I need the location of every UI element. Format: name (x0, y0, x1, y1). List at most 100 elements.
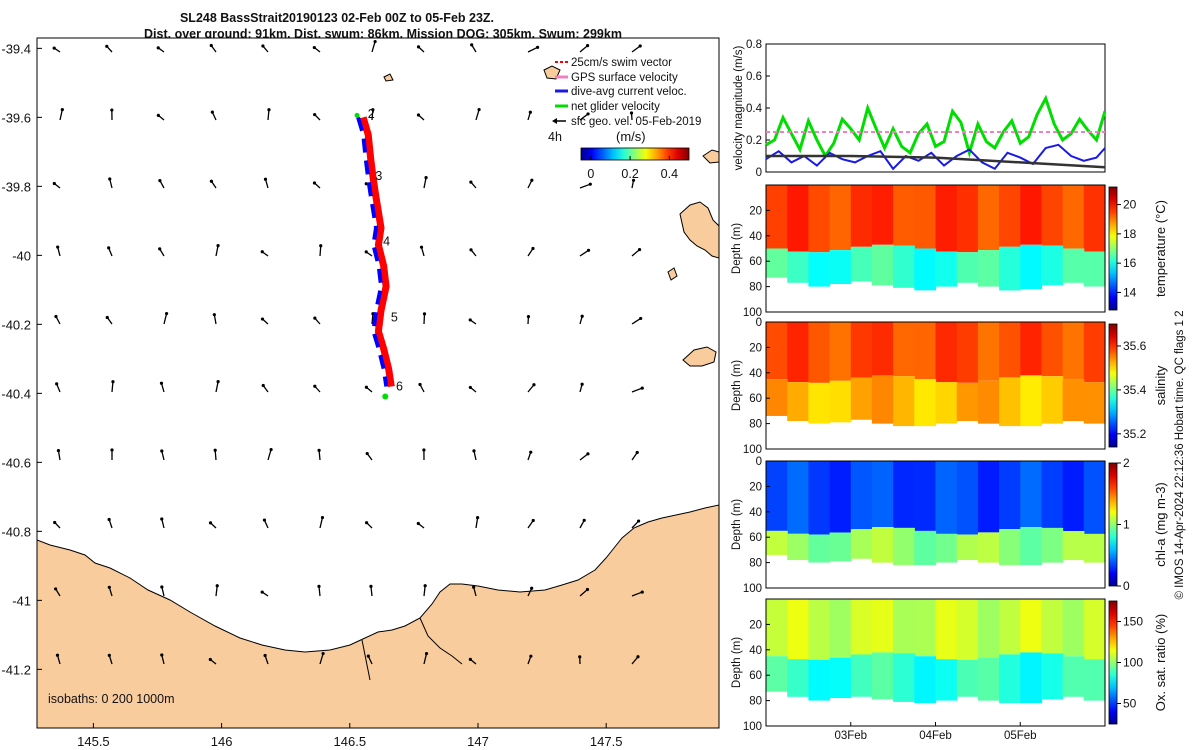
geo-vector-arrowhead (472, 449, 476, 453)
chl-a-cell (935, 461, 958, 534)
oxygen-cell (829, 599, 852, 658)
flinders-island (679, 201, 719, 259)
oxygen-cell (1083, 599, 1106, 660)
salinity-cell (1020, 322, 1043, 376)
oxygen-cell (935, 659, 958, 701)
track-day-label: 5 (391, 310, 398, 324)
map-xtick-label: 145.5 (77, 734, 110, 749)
salinity-cell (977, 380, 1000, 424)
temperature-cell (850, 246, 873, 282)
salinity-cell (914, 379, 937, 427)
geo-vector-arrowhead (108, 177, 112, 181)
temperature-cell (1062, 185, 1085, 249)
temperature-colorbar (1108, 186, 1118, 311)
oxygen-colorbar-tick-label: 100 (1123, 656, 1143, 670)
salinity-colorbar (1108, 323, 1118, 448)
geo-vector-arrowhead (366, 654, 370, 658)
geo-vector-arrowhead (631, 178, 636, 182)
chl-a-ytick-label: 20 (749, 481, 762, 493)
geo-vector-arrowhead (160, 449, 164, 453)
legend-dive-avg: dive-avg current veloc. (571, 86, 687, 98)
oxygen-cell (893, 599, 915, 654)
geo-vector-arrowhead (160, 517, 164, 521)
chl-a-cell (787, 461, 809, 534)
salinity-cell (1041, 376, 1064, 424)
geo-vector-arrowhead (110, 108, 114, 112)
salinity-cell (935, 322, 958, 383)
map-ytick-label: -40.4 (1, 386, 31, 401)
geo-vector-arrowhead (637, 519, 641, 523)
geo-vector-arrowhead (317, 448, 321, 452)
chl-a-cell (935, 533, 958, 563)
geo-vector-arrowhead (53, 520, 57, 525)
geo-vector-arrow (371, 313, 374, 325)
map-colorbar-ticks: 0 0.2 0.4 (587, 156, 678, 181)
geo-vector-arrowhead (111, 380, 115, 384)
salinity-cell (787, 382, 809, 422)
map-frame (36, 37, 720, 729)
salinity-cell (935, 382, 958, 424)
velocity-ylabel: velocity magnitude (m/s) (733, 46, 745, 171)
chl-a-cell (808, 534, 831, 563)
track-day-label: 3 (375, 169, 382, 183)
temperature-colorbar-tick-label: 20 (1123, 198, 1137, 212)
temperature-ylabel: Depth (m) (731, 223, 743, 274)
salinity-cell (977, 322, 1000, 381)
temperature-cell (977, 250, 1000, 287)
oxygen-cell (871, 652, 894, 700)
geo-vector-arrow (579, 45, 588, 53)
temperature-cell (1041, 185, 1064, 246)
geo-vector-arrowhead (313, 384, 317, 388)
chl-a-panel: 0 20 40 60 80 100 Depth (m) 0 1 2 chl-a (mg m-3) (731, 456, 1168, 595)
legend-swim-vector: 25cm/s swim vector (571, 57, 672, 69)
geo-vector-arrowhead (422, 448, 426, 452)
map-ytick-label: -41 (12, 593, 31, 608)
chl-a-cell (999, 529, 1021, 566)
map-colorbar-tick-label: 0.4 (661, 167, 678, 181)
geo-vector-arrowhead (424, 651, 429, 656)
map-xtick-label: 147.5 (590, 734, 623, 749)
salinity-cell (893, 322, 915, 377)
oxygen-upper-layer (766, 599, 1106, 660)
chl-a-cell (999, 461, 1021, 530)
oxygen-xtick-label: 05Feb (1004, 730, 1037, 742)
oxygen-colorbar-label: Ox. sat. ratio (%) (1153, 614, 1168, 712)
velocity-ytick-label: 0 (756, 167, 762, 179)
salinity-cell (999, 377, 1021, 427)
salinity-cell (787, 322, 809, 383)
legend-gps: GPS surface velocity (571, 72, 678, 84)
geo-vector-arrow (267, 109, 270, 121)
map-ytick-label: -39.8 (1, 179, 31, 194)
salinity-cell (1062, 379, 1085, 422)
chl-a-cell (914, 461, 937, 531)
geo-vector-arrow (579, 183, 591, 189)
geo-vector-arrowhead (419, 245, 424, 249)
velocity-ytick-label: 0.8 (746, 39, 762, 51)
geo-vector-arrowhead (260, 250, 264, 254)
geo-vector-arrowhead (208, 657, 212, 662)
temperature-panel: 20 40 60 80 100 Depth (m) 14 16 18 20 temperature … (731, 184, 1168, 319)
chl-a-cell (808, 461, 831, 535)
temperature-cell (808, 185, 831, 253)
geo-vector-arrowhead (526, 314, 531, 319)
geo-vector-arrowhead (580, 314, 584, 318)
oxygen-colorbar-tick-label: 150 (1123, 615, 1143, 629)
salinity-cell (829, 322, 852, 381)
temperature-cell (850, 185, 873, 247)
oxygen-cell (1062, 599, 1085, 657)
oxygen-ytick-label: 20 (749, 619, 762, 631)
velocity-series (765, 94, 1107, 171)
temperature-cell (829, 185, 852, 251)
oxygen-xtick-label: 03Feb (834, 730, 867, 742)
geo-vector-arrow (423, 653, 428, 665)
geo-vector-arrowhead (209, 179, 214, 183)
temperature-cell (999, 185, 1021, 247)
track-day-label: 2 (368, 107, 375, 121)
chl-a-ytick-label: 0 (756, 456, 762, 468)
geo-vector-arrowhead (209, 43, 213, 48)
geo-vector-arrowhead (468, 385, 472, 390)
oxygen-cell (977, 657, 1000, 701)
oxygen-cell (1041, 653, 1064, 700)
